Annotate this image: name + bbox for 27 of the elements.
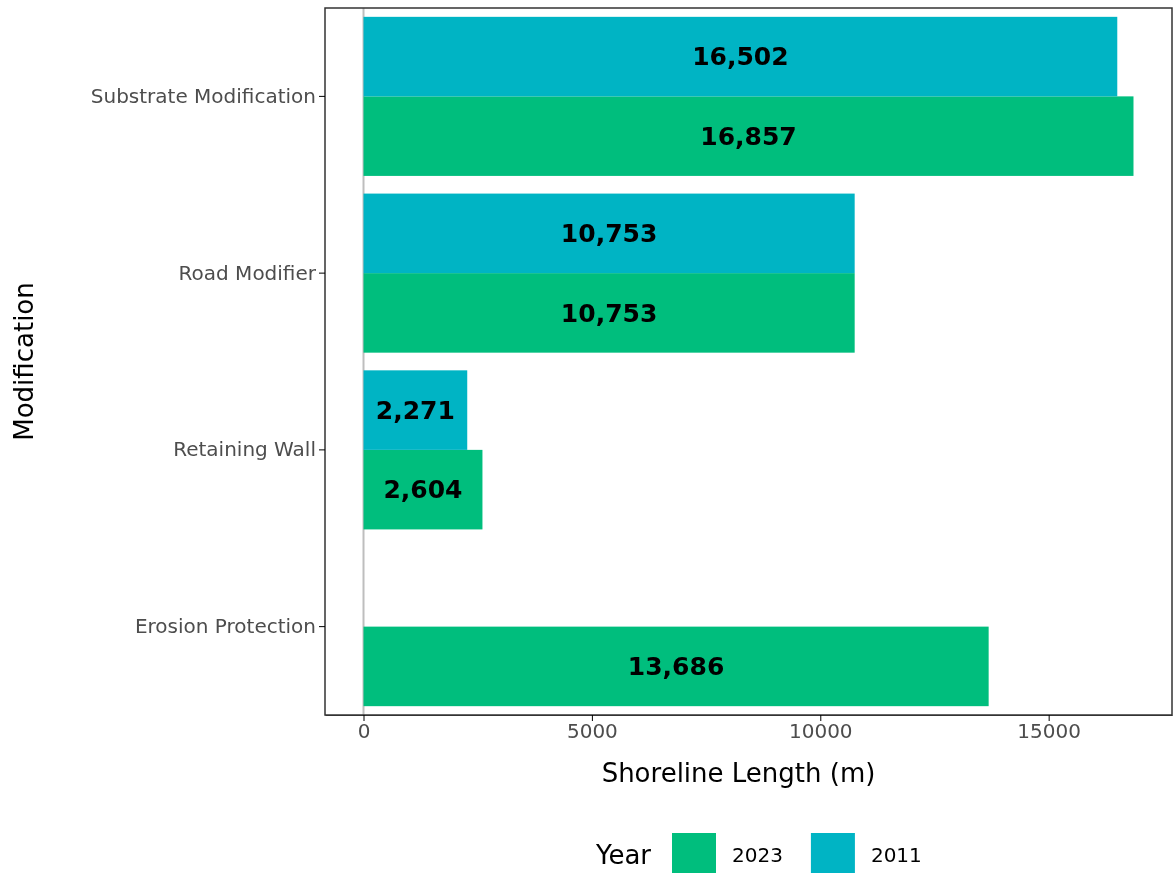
y-tick-label: Erosion Protection: [134, 614, 316, 639]
data-label: 13,686: [627, 652, 725, 682]
data-label: 10,753: [560, 298, 658, 328]
x-tick-label: 5000: [566, 719, 618, 744]
data-label: 16,857: [700, 121, 797, 151]
legend-title: Year: [595, 840, 652, 871]
y-axis-title: Modification: [9, 282, 39, 441]
data-label: 2,271: [375, 395, 455, 425]
x-tick-label: 0: [357, 719, 371, 744]
y-tick-label: Retaining Wall: [173, 437, 316, 462]
data-label: 16,502: [692, 42, 789, 72]
bar: [363, 626, 989, 707]
y-tick-label: Substrate Modification: [90, 83, 316, 108]
x-axis-title: Shoreline Length (m): [601, 758, 876, 788]
legend-label: 2011: [870, 843, 922, 867]
data-label: 2,604: [383, 475, 463, 505]
bar: [363, 16, 1118, 97]
bar: [363, 193, 855, 274]
bar: [363, 449, 483, 530]
x-tick-label: 15000: [1017, 719, 1081, 744]
bar: [363, 273, 855, 353]
bar: [363, 96, 1134, 176]
legend-label: 2023: [732, 843, 783, 867]
y-tick-label: Road Modifier: [178, 260, 317, 285]
x-tick-label: 10000: [788, 719, 853, 744]
data-label: 10,753: [560, 219, 658, 249]
bar: [363, 370, 468, 450]
